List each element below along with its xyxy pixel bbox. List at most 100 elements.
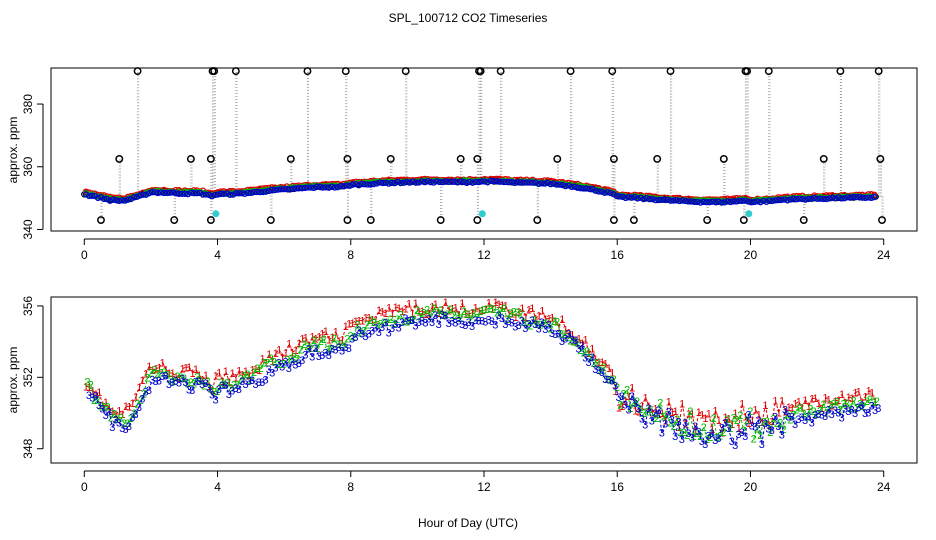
series-2-segment [130, 412, 135, 419]
series-1-segment [645, 397, 650, 407]
blue-point [109, 196, 117, 203]
series-2-point: 2 [804, 411, 810, 423]
series-1-point: 1 [346, 318, 352, 330]
spike-point [874, 67, 883, 76]
series-2-point: 2 [374, 319, 380, 331]
blue-point [724, 198, 731, 205]
blue-point [748, 199, 755, 206]
series-3-segment [701, 440, 706, 445]
series-3-segment [371, 327, 376, 331]
series-1-segment [118, 409, 123, 415]
series-1-segment [498, 303, 503, 306]
series-2-segment [157, 372, 161, 374]
spike-point [629, 216, 638, 224]
series-3-segment [225, 384, 230, 395]
series-1-point: 1 [513, 312, 519, 324]
series-1-segment [272, 352, 277, 362]
series-1-point: 1 [170, 368, 176, 380]
series-3-point: 3 [259, 377, 265, 389]
series-1-point: 1 [746, 418, 752, 430]
blue-point [424, 177, 431, 185]
series-2-point: 2 [541, 318, 547, 330]
series-1-point: 1 [639, 401, 645, 413]
series-2-point: 2 [557, 329, 563, 341]
series-1-segment [312, 336, 317, 339]
series-1-point: 1 [563, 324, 569, 336]
blue-point [550, 180, 557, 187]
series-3-point: 3 [749, 421, 755, 433]
series-3-segment [378, 326, 383, 333]
series-2-point: 2 [717, 430, 723, 442]
series-2-segment [293, 355, 298, 359]
series-3-point: 3 [372, 323, 378, 335]
series-2-segment [643, 411, 648, 414]
series-1-segment [535, 314, 540, 319]
series-1-point: 1 [229, 368, 235, 380]
series-2-point: 2 [384, 317, 390, 329]
blue-point [244, 189, 251, 197]
series-2-segment [576, 342, 581, 351]
series-3-segment [528, 319, 533, 324]
series-3-point: 3 [802, 415, 808, 427]
blue-point [427, 179, 434, 186]
series-2-segment [549, 320, 555, 329]
series-2-segment [510, 311, 515, 314]
series-1-segment [658, 412, 663, 415]
blue-point [580, 185, 587, 192]
blue-point [604, 189, 611, 196]
spike-point [303, 67, 312, 76]
spike-point [115, 154, 124, 163]
blue-point [847, 194, 854, 201]
series-3-point: 3 [319, 350, 325, 362]
series-2-point: 2 [577, 345, 583, 357]
series-1-segment [341, 326, 347, 340]
series-3-segment [628, 395, 633, 410]
series-2-segment [563, 333, 568, 338]
series-2-point: 2 [484, 304, 490, 316]
spike-point [366, 216, 375, 224]
series-3-segment [781, 409, 786, 435]
series-3-point: 3 [446, 318, 452, 330]
series-1-point: 1 [93, 389, 99, 401]
series-2-point: 2 [781, 424, 787, 436]
spike-point [206, 216, 215, 224]
series-3-point: 3 [472, 315, 478, 327]
series-1-point: 1 [599, 357, 605, 369]
series-2-segment [719, 431, 725, 436]
series-1-segment [791, 403, 796, 408]
x-tick-label: 24 [877, 480, 891, 494]
series-1-segment [721, 417, 726, 433]
series-2-segment [170, 378, 175, 382]
series-3-point: 3 [662, 418, 668, 430]
series-1-segment [541, 310, 547, 320]
series-2-point: 2 [394, 314, 400, 326]
series-3-point: 3 [459, 319, 465, 331]
series-3-segment [821, 414, 826, 417]
series-3-segment [671, 419, 676, 436]
series-3-point: 3 [402, 313, 408, 325]
series-2-point: 2 [124, 418, 130, 430]
series-2-segment [363, 324, 368, 331]
series-2-segment [440, 309, 445, 316]
series-3-segment [408, 319, 413, 322]
series-1-point: 1 [526, 304, 532, 316]
series-2-point: 2 [691, 431, 697, 443]
blue-point [307, 184, 314, 191]
series-2-segment [243, 373, 248, 376]
series-1-segment [565, 329, 570, 333]
blue-point [475, 178, 482, 186]
series-3-segment [428, 318, 433, 323]
series-2-segment [183, 377, 188, 384]
blue-point [139, 191, 147, 198]
spike-point [819, 154, 828, 163]
series-3-point: 3 [689, 433, 695, 445]
series-3-segment [278, 362, 283, 368]
series-2-segment [703, 426, 708, 440]
series-2-point: 2 [514, 307, 520, 319]
series-1-point: 1 [243, 366, 249, 378]
series-2-segment [283, 359, 288, 364]
x-tick-label: 16 [611, 480, 625, 494]
series-1-segment [188, 366, 193, 374]
series-2-point: 2 [444, 309, 450, 321]
series-3-point: 3 [486, 314, 492, 326]
